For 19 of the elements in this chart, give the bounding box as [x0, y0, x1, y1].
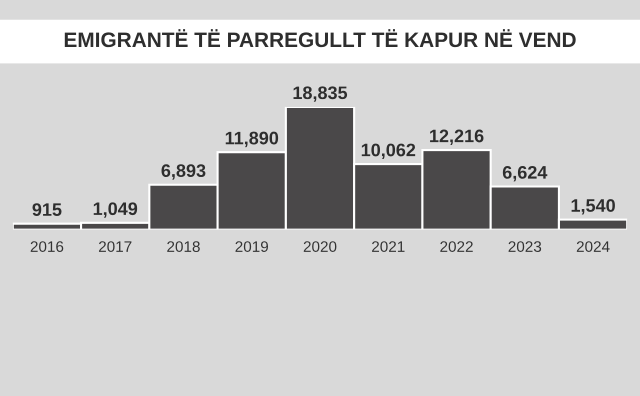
- data-label: 18,835: [294, 86, 348, 102]
- data-label: 1,540: [572, 199, 615, 215]
- data-label: 12,216: [430, 130, 484, 145]
- data-label: 6,893: [162, 164, 206, 180]
- x-tick-label: 2019: [236, 241, 268, 252]
- data-label: 915: [32, 203, 62, 216]
- x-tick-label: 2020: [304, 241, 336, 252]
- data-label: 10,062: [362, 144, 416, 159]
- x-tick-label: 2018: [167, 241, 200, 252]
- x-tick-label: 2022: [440, 241, 473, 252]
- data-label: 11,890: [226, 132, 278, 148]
- x-tick-label: 2021: [372, 241, 405, 252]
- chart-title: EMIGRANTË TË PARREGULLT TË KAPUR NË VEND: [64, 29, 576, 48]
- x-tick-label: 2016: [30, 241, 64, 252]
- x-tick-label: 2017: [98, 241, 132, 252]
- x-tick-label: 2023: [508, 241, 542, 252]
- data-label: 1,049: [94, 202, 138, 218]
- x-tick-label: 2024: [576, 241, 610, 252]
- data-label: 6,624: [502, 166, 548, 182]
